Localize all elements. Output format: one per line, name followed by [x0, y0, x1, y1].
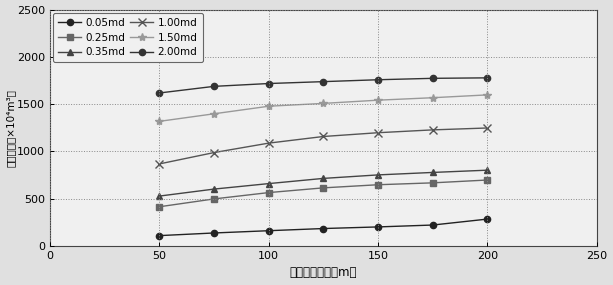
X-axis label: 支撑裂缝半长（m）: 支撑裂缝半长（m） [290, 266, 357, 280]
2.00md [265, 82, 272, 85]
Line: 1.50md: 1.50md [155, 91, 492, 125]
Line: 0.25md: 0.25md [156, 177, 490, 210]
0.05md [484, 217, 491, 221]
0.35md [156, 194, 163, 198]
Legend: 0.05md, 0.25md, 0.35md, 1.00md, 1.50md, 2.00md: 0.05md, 0.25md, 0.35md, 1.00md, 1.50md, … [53, 13, 203, 62]
0.05md [210, 231, 218, 235]
2.00md [156, 91, 163, 95]
0.05md [156, 234, 163, 237]
1.00md [429, 128, 436, 132]
2.00md [429, 77, 436, 80]
0.35md [320, 177, 327, 180]
1.00md [210, 151, 218, 154]
Line: 1.00md: 1.00md [156, 124, 491, 168]
0.05md [320, 227, 327, 230]
1.00md [484, 126, 491, 130]
0.25md [375, 183, 382, 186]
Line: 0.35md: 0.35md [156, 167, 490, 199]
0.35md [375, 173, 382, 177]
2.00md [484, 76, 491, 80]
0.25md [484, 178, 491, 182]
1.50md [210, 112, 218, 115]
0.25md [320, 186, 327, 190]
1.50md [265, 105, 272, 108]
1.00md [265, 141, 272, 145]
Y-axis label: 一年产量（×10⁴m³）: 一年产量（×10⁴m³） [6, 89, 15, 167]
1.50md [484, 93, 491, 97]
1.00md [320, 135, 327, 138]
1.50md [320, 102, 327, 105]
0.35md [429, 171, 436, 174]
Line: 0.05md: 0.05md [156, 216, 490, 239]
0.25md [210, 197, 218, 201]
0.25md [265, 191, 272, 194]
1.00md [375, 131, 382, 135]
0.05md [429, 223, 436, 227]
1.00md [156, 162, 163, 166]
1.50md [375, 98, 382, 102]
0.35md [484, 168, 491, 172]
Line: 2.00md: 2.00md [156, 75, 490, 96]
0.05md [375, 225, 382, 229]
0.35md [265, 182, 272, 185]
0.35md [210, 187, 218, 191]
0.25md [429, 181, 436, 185]
2.00md [375, 78, 382, 82]
0.25md [156, 205, 163, 209]
2.00md [320, 80, 327, 83]
1.50md [429, 96, 436, 99]
1.50md [156, 120, 163, 123]
2.00md [210, 85, 218, 88]
0.05md [265, 229, 272, 232]
